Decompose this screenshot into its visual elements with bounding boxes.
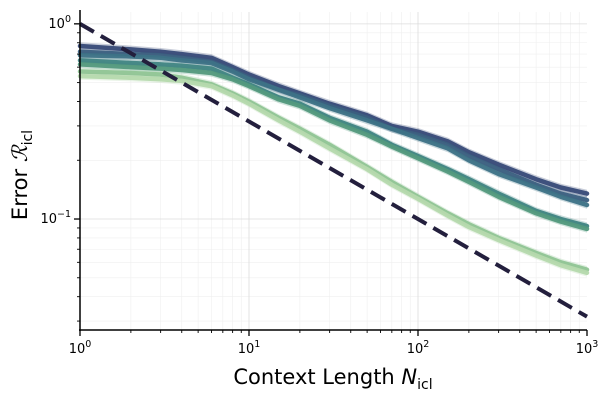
- series-7-band: [80, 72, 587, 277]
- x-axis-label: Context Length Nicl: [233, 365, 432, 393]
- y-axis-label: Error ℛicl: [8, 130, 36, 220]
- x-ticks: 100 101 102 103: [69, 330, 599, 357]
- reference-line: [78, 22, 589, 319]
- y-tick-label: 100: [48, 14, 71, 32]
- x-tick-label: 102: [407, 339, 430, 357]
- series-7-line: [77, 73, 590, 276]
- x-tick-label: 103: [576, 339, 599, 357]
- reference-line-group: [78, 22, 589, 319]
- series-lines: [77, 43, 590, 276]
- series-3-line: [77, 53, 590, 208]
- y-tick-label: 10−1: [40, 209, 71, 227]
- x-tick-label: 101: [238, 339, 261, 357]
- series-1-band: [80, 42, 587, 198]
- y-ticks: 100 10−1: [40, 14, 80, 322]
- series-4-line: [77, 58, 590, 229]
- series-5-line: [77, 62, 590, 232]
- x-tick-label: 100: [69, 339, 92, 357]
